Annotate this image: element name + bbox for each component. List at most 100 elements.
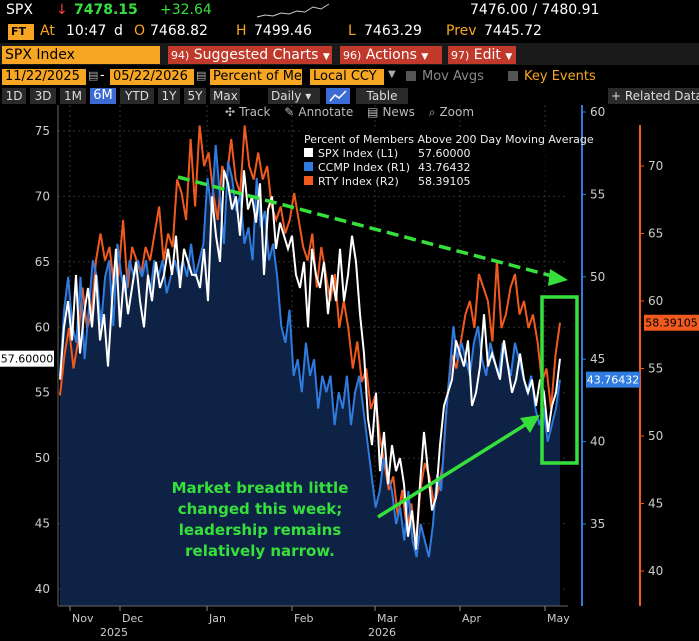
related-data-button[interactable]: + Related Data [608,88,699,104]
security-header: SPX Index 94) Suggested Charts ▼ 96) Act… [0,43,699,65]
spx-last-flag-bg [0,350,54,367]
spx-last-flag: 57.60000 [1,353,54,366]
news-label[interactable]: News [382,105,415,119]
dropdown-arrow-icon: ▼ [505,52,513,62]
dropdown-arrow-icon[interactable]: ▼ [388,69,396,80]
high-value: 7499.46 [254,23,312,39]
actions-button[interactable]: 96) Actions ▼ [340,46,442,64]
period-3d[interactable]: 3D [30,88,56,104]
dropdown-arrow-icon: ▼ [421,52,429,62]
legend-series-name: SPX Index (L1) [318,147,398,160]
x-year-label: 2025 [100,626,128,639]
line-chart-icon[interactable] [326,88,350,104]
period-1d[interactable]: 1D [2,88,26,104]
prev-label: Prev [446,23,477,39]
r1-tick-label: 50 [590,270,605,284]
open-label: O [134,23,146,39]
spx-line[interactable] [59,170,561,550]
frequency-select[interactable]: Daily ▾ [268,88,320,104]
r2-tick-label: 40 [648,564,663,578]
annotate-icon[interactable]: ✎ [284,105,295,119]
period-bar: 1D 3D 1M 6M YTD 1Y 5Y Max Daily ▾ Table + Relat… [0,87,699,105]
calendar-icon[interactable]: ▤ [88,69,99,82]
annotate-label[interactable]: Annotate [298,105,354,119]
mov-avgs-label: Mov Avgs [422,69,484,84]
legend-swatch [304,148,313,157]
legend-series-value: 58.39105 [418,175,471,188]
x-tick-label: Dec [122,612,143,625]
suggested-label: Suggested Charts [193,47,319,63]
open-value: 7468.82 [150,23,208,39]
r2-tick-label: 65 [648,227,663,241]
r2-tick-label: 45 [648,497,663,511]
ccmp-last-flag: 43.76432 [587,374,640,387]
actions-num: 96) [343,49,362,62]
callout-line: Market breadth little [171,479,349,497]
left-tick-label: 50 [35,451,50,465]
legend-bg [300,129,580,189]
callout-line: changed this week; [177,500,343,518]
news-icon[interactable]: ▤ [367,105,379,119]
x-tick-label: Jan [208,612,226,625]
track-icon[interactable]: ✣ [225,105,236,119]
zoom-icon[interactable]: ⌕ [428,105,436,119]
breadth-callout: Market breadth little changed this week;… [160,478,360,562]
edit-label: Edit [473,47,501,63]
uptrend-arrow [377,421,529,519]
r1-tick-label: 60 [590,105,605,119]
currency-field[interactable]: Local CCY [310,69,384,85]
ccmp-line[interactable] [59,144,561,558]
mov-avgs-checkbox[interactable] [406,71,416,81]
ft-badge[interactable]: FT [8,24,34,40]
ccmp-last-flag-bg [586,371,640,388]
date-separator: - [100,68,105,83]
actions-label: Actions [365,47,417,63]
legend-series-name: CCMP Index (R1) [318,161,410,174]
legend-title: Percent of Members Above 200 Day Moving … [304,133,594,146]
high-label: H [236,23,247,39]
suggested-num: 94) [171,49,190,62]
ccmp-area [60,145,560,606]
last-price: 7478.15 [74,2,138,18]
legend-series-value: 43.76432 [418,161,471,174]
uptrend-arrow-head [520,415,540,433]
key-events-checkbox[interactable] [508,71,518,81]
calendar-icon[interactable]: ▤ [196,69,207,82]
end-date-field[interactable]: 05/22/2026 [110,69,194,85]
sparkline-icon [256,3,330,18]
breadth-chart[interactable]: 40 45 50 55 60 65 70 75 35 40 45 50 55 60 40 45 50 55 60 65… [0,105,699,641]
security-field[interactable]: SPX Index [2,46,160,64]
period-ytd[interactable]: YTD [120,88,154,104]
highlight-box [540,295,579,465]
ticker[interactable]: SPX [6,2,33,18]
r2-tick-label: 70 [648,159,663,173]
x-tick-label: Feb [294,612,313,625]
measure-field[interactable]: Percent of Me [210,69,302,85]
at-label: At [40,23,55,39]
callout-line: leadership remains [178,521,342,539]
rty-line[interactable] [59,125,561,545]
track-label[interactable]: Track [239,105,271,119]
start-date-field[interactable]: 11/22/2025 [2,69,86,85]
left-tick-label: 65 [35,255,50,269]
x-tick-label: Apr [462,612,482,625]
left-tick-label: 55 [35,386,50,400]
low-label: L [348,23,356,39]
period-6m[interactable]: 6M [90,88,116,104]
r2-tick-label: 60 [648,294,663,308]
legend-series-name: RTY Index (R2) [318,175,399,188]
suggested-charts-button[interactable]: 94) Suggested Charts ▼ [168,46,332,64]
controls-bar: 11/22/2025 ▤ - 05/22/2026 ▤ Percent of M… [0,67,699,87]
legend-swatch [304,162,313,171]
legend-swatch [304,176,313,185]
edit-button[interactable]: 97) Edit ▼ [448,46,516,64]
period-1y[interactable]: 1Y [158,88,180,104]
table-button[interactable]: Table [356,88,408,104]
period-max[interactable]: Max [210,88,240,104]
period-5y[interactable]: 5Y [184,88,206,104]
down-arrow-icon: ↓ [56,2,68,18]
period-1m[interactable]: 1M [60,88,86,104]
x-tick-label: May [547,612,570,625]
zoom-label[interactable]: Zoom [439,105,475,119]
price-change: +32.64 [160,2,212,18]
